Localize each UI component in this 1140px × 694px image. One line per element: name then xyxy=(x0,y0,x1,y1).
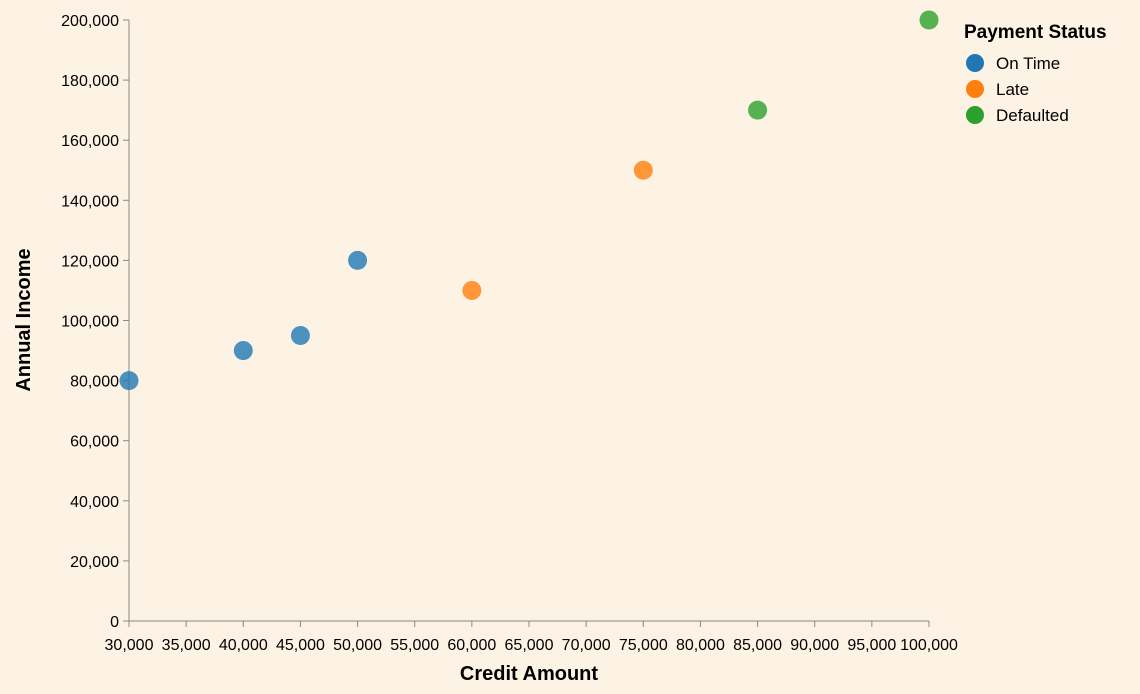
x-tick-label: 30,000 xyxy=(105,637,154,654)
legend-entries: On Time Late Defaulted xyxy=(966,54,1069,125)
data-points xyxy=(119,10,939,391)
x-tick-label: 75,000 xyxy=(619,637,668,654)
y-tick-label: 180,000 xyxy=(61,73,119,90)
legend-symbol-late xyxy=(966,80,984,98)
x-tick-label: 35,000 xyxy=(162,637,211,654)
x-tick-label: 80,000 xyxy=(676,637,725,654)
legend: Payment Status On Time Late Defaulted xyxy=(964,22,1107,125)
data-point-late[interactable] xyxy=(462,280,482,300)
legend-label: Defaulted xyxy=(996,106,1069,125)
x-tick-label: 95,000 xyxy=(847,637,896,654)
y-tick-label: 0 xyxy=(110,614,119,631)
x-tick-label: 70,000 xyxy=(562,637,611,654)
x-ticks: 30,000 35,000 40,000 45,000 50,000 55,000 60,0… xyxy=(105,621,958,654)
axes: 0 20,000 40,000 60,000 80,000 100,000 120,000 1… xyxy=(61,13,958,654)
y-tick-label: 20,000 xyxy=(70,554,119,571)
y-ticks: 0 20,000 40,000 60,000 80,000 100,000 120,000 1… xyxy=(61,13,129,631)
x-axis-title: Credit Amount xyxy=(460,663,598,685)
data-point-on-time[interactable] xyxy=(233,341,253,361)
x-tick-label: 85,000 xyxy=(733,637,782,654)
y-tick-label: 80,000 xyxy=(70,374,119,391)
x-tick-label: 65,000 xyxy=(505,637,554,654)
y-tick-label: 100,000 xyxy=(61,314,119,331)
x-tick-label: 40,000 xyxy=(219,637,268,654)
x-tick-label: 90,000 xyxy=(790,637,839,654)
x-tick-label: 45,000 xyxy=(276,637,325,654)
x-tick-label: 100,000 xyxy=(900,637,958,654)
x-tick-label: 55,000 xyxy=(390,637,439,654)
data-point-on-time[interactable] xyxy=(290,326,310,346)
x-tick-label: 50,000 xyxy=(333,637,382,654)
legend-title: Payment Status xyxy=(964,22,1107,43)
y-tick-label: 120,000 xyxy=(61,253,119,270)
y-tick-label: 140,000 xyxy=(61,193,119,210)
y-tick-label: 200,000 xyxy=(61,13,119,30)
data-point-defaulted[interactable] xyxy=(748,100,768,120)
legend-label: On Time xyxy=(996,54,1060,73)
legend-symbol-defaulted xyxy=(966,106,984,124)
legend-symbol-on-time xyxy=(966,54,984,72)
y-tick-label: 160,000 xyxy=(61,133,119,150)
data-point-defaulted[interactable] xyxy=(919,10,939,30)
x-tick-label: 60,000 xyxy=(447,637,496,654)
data-point-on-time[interactable] xyxy=(119,371,139,391)
y-tick-label: 60,000 xyxy=(70,434,119,451)
y-tick-label: 40,000 xyxy=(70,494,119,511)
legend-label: Late xyxy=(996,80,1029,99)
y-axis-title: Annual Income xyxy=(13,248,35,391)
data-point-on-time[interactable] xyxy=(348,250,368,270)
data-point-late[interactable] xyxy=(633,160,653,180)
